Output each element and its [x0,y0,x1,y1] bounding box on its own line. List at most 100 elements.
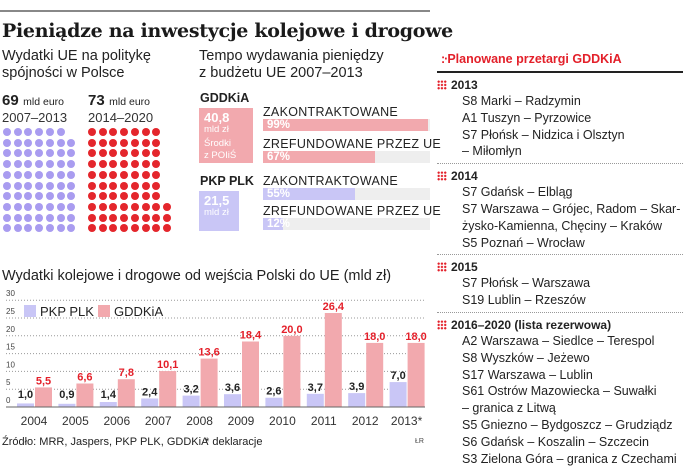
dot [141,202,150,211]
gddkia-amount-box: 40,8 mld zł Środki z POIiŚ [199,108,253,163]
x-tick-label: 2009 [228,414,255,428]
gddkia-note1: Środki [204,138,231,149]
bar-pkp-plk [306,393,324,407]
dot [141,128,150,136]
dot [98,170,107,179]
bar-chart: 0 5 10 15 20 25 30 1,05,5 2004 0,96,6 2005 1,47,8 20… [6,289,427,428]
bar-gddkia [159,371,177,407]
dot [130,170,139,179]
y-tick-label: 20 [6,325,15,334]
x-tick-label: 2010 [269,414,296,428]
dot [45,160,54,169]
dot [98,138,107,147]
tender-item: S5 Gniezno – Bydgoszcz – Grudziądz [462,417,673,432]
dot [56,170,65,179]
dot [141,213,150,222]
legend-swatch [98,305,110,317]
dot [120,138,129,147]
dot [3,202,11,211]
gddkia-refunded-label: ZREFUNDOWANE PRZEZ UE [263,137,442,151]
dot [88,149,96,158]
bar-pkp-plk [389,382,407,407]
bar-gddkia [407,342,425,407]
dot [130,181,139,190]
dot [24,149,33,158]
period-unit: mld euro [109,96,150,108]
author-credit: ŁR [415,438,424,445]
pkp-amount: 21,5 [204,193,230,208]
dot [67,138,76,147]
dot [98,160,107,169]
gddkia-note2: z POIiŚ [204,150,237,161]
dot [3,224,11,233]
dot [109,149,118,158]
dot [67,181,76,190]
dot [98,128,107,136]
dot [88,192,96,201]
dot [56,138,65,147]
data-label: 20,0 [281,324,302,336]
tender-item: S6 Gdańsk – Koszalin – Szczecin [462,434,649,449]
cohesion-heading-line1: Wydatki UE na politykę [2,48,151,64]
dot [67,170,76,179]
dot [98,213,107,222]
x-tick-label: 2005 [62,414,89,428]
dot [130,213,139,222]
bar-gddkia [242,341,259,407]
period-amount: 69 [2,92,19,109]
dot [67,224,76,233]
tender-item: S7 Gdańsk – Elbląg [462,185,573,200]
dot [35,128,44,136]
x-tick-label: 2008 [186,414,213,428]
dot [152,202,161,211]
period-2007: 69 mld euro 2007–2013 [2,92,67,125]
x-tick-label: 2011 [311,414,337,428]
dot [152,138,161,147]
dot [152,170,161,179]
dot [3,192,11,201]
dot [45,170,54,179]
dot [13,192,22,201]
dot [88,170,96,179]
dot [152,181,161,190]
dot [13,213,22,222]
tender-item: S3 Zielona Góra – granica z Czechami [462,451,677,466]
data-label: 1,0 [18,389,33,401]
tender-year: 2016–2020 (lista rezerwowa) [437,317,683,333]
pkp-amount-box: 21,5 mld zł [199,191,239,231]
pkp-refunded-label: ZREFUNDOWANE PRZEZ UE [263,204,442,218]
data-label: 3,9 [349,381,364,393]
pkp-label: PKP PLK [200,174,254,188]
dot [141,224,150,233]
dot [130,160,139,169]
dot [98,224,107,233]
dot [141,181,150,190]
dot [152,213,161,222]
tender-item: S17 Warszawa – Lublin [462,367,593,382]
dot [67,192,76,201]
dot [67,160,76,169]
dot [120,202,129,211]
pkp-refunded-bar: 12% [263,218,430,230]
dot [45,128,54,136]
bar-gddkia [35,387,52,407]
dot [109,213,118,222]
bar-pkp-plk [99,402,117,407]
bar-gddkia [366,342,384,407]
tender-year: 2014 [437,168,683,184]
data-label: 1,4 [101,389,117,401]
data-label: 2,4 [142,386,158,398]
dot [120,192,129,201]
dot [152,149,161,158]
dot [35,138,44,147]
dot [45,213,54,222]
x-tick-label: 2013* [391,414,423,428]
data-label: 0,9 [59,389,74,401]
dot [24,170,33,179]
dot [98,202,107,211]
cohesion-heading: Wydatki UE na politykę spójności w Polsc… [2,48,151,82]
data-label: 2,6 [266,386,281,398]
pkp-contracted-bar: 55% [263,188,430,200]
dot [141,149,150,158]
dot [109,128,118,136]
